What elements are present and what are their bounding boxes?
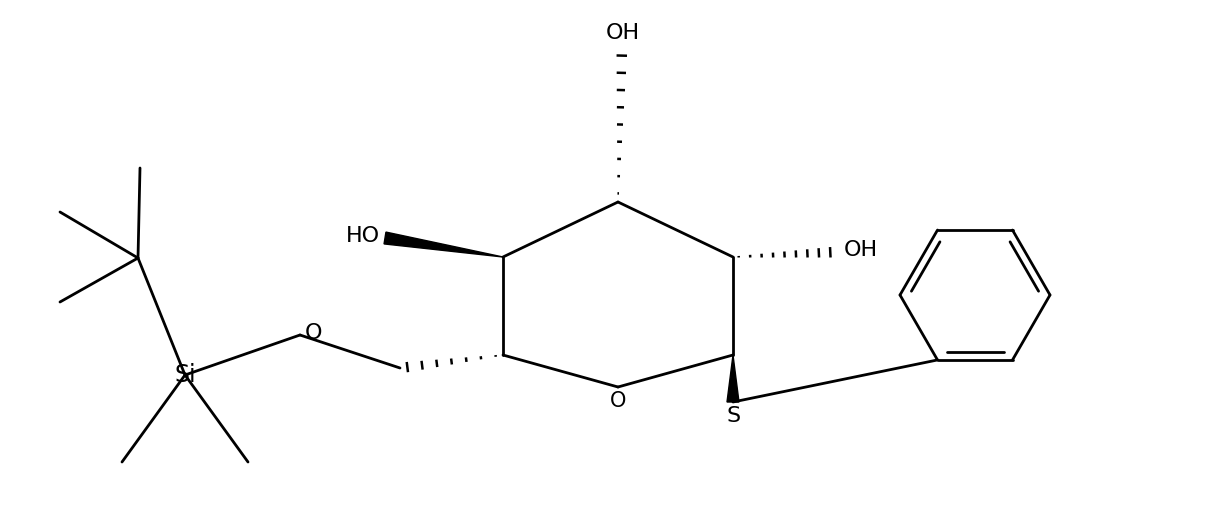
Text: HO: HO bbox=[346, 226, 380, 246]
Text: O: O bbox=[610, 391, 627, 411]
Text: Si: Si bbox=[174, 363, 196, 387]
Polygon shape bbox=[727, 355, 739, 402]
Text: S: S bbox=[727, 406, 741, 426]
Text: OH: OH bbox=[606, 23, 640, 43]
Polygon shape bbox=[384, 232, 503, 257]
Text: OH: OH bbox=[845, 240, 878, 260]
Text: O: O bbox=[305, 323, 323, 343]
